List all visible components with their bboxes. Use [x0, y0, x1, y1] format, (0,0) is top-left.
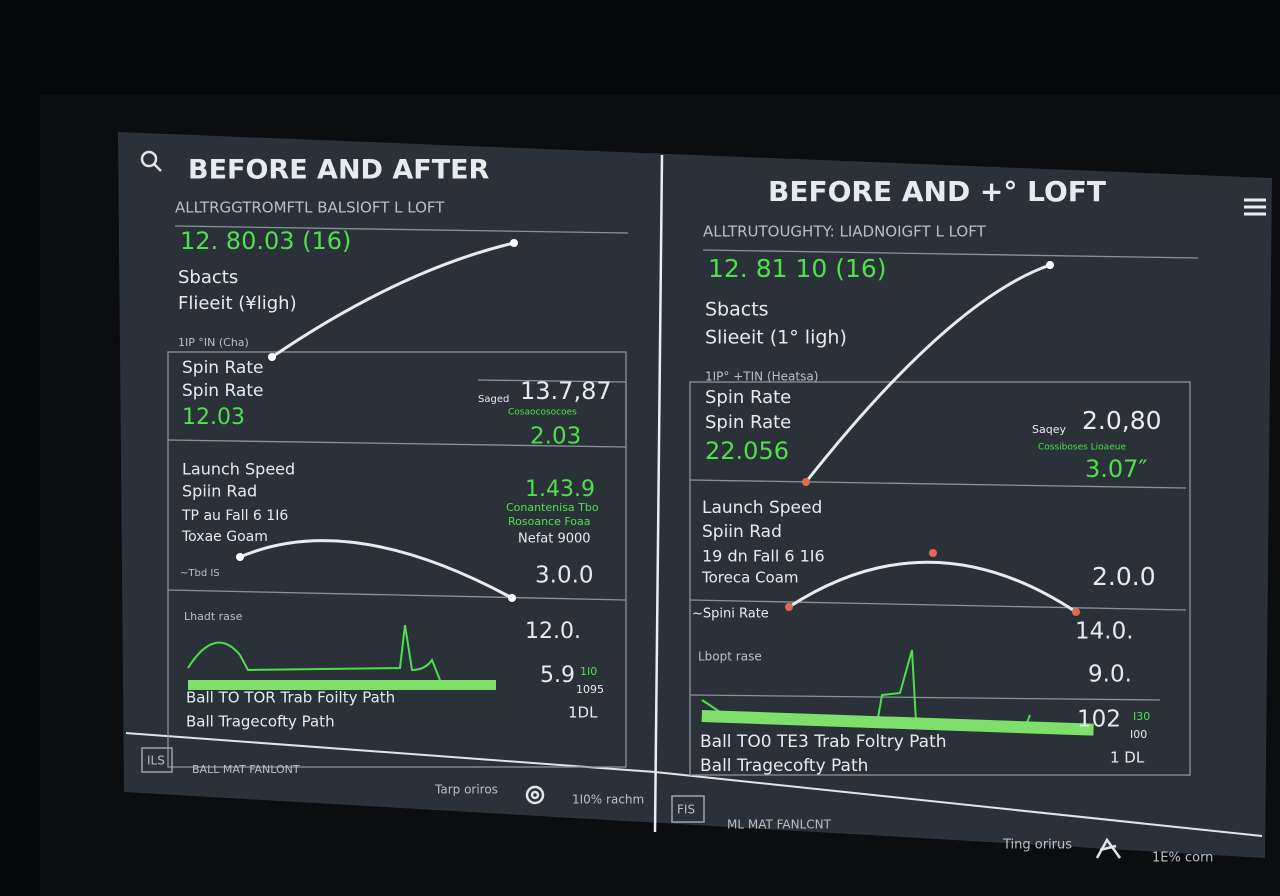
- menu-icon[interactable]: [1244, 198, 1266, 216]
- screen-text: Lhadt rase: [184, 610, 243, 623]
- screen-text: ALLTRGGTROMFTL BALSIOFT L LOFT: [175, 199, 445, 217]
- screen-text: 1 DL: [1110, 749, 1145, 767]
- screen-text: Conantenisa Tbo: [506, 501, 599, 514]
- curve-point: [1072, 608, 1080, 616]
- screen: [118, 132, 1272, 858]
- curve-point: [802, 478, 810, 486]
- screen-text: 102: [1077, 707, 1121, 733]
- curve-point: [785, 603, 793, 611]
- curve: [239, 539, 513, 600]
- screen-text: 1IP° +TIN (Heatsa): [705, 370, 818, 384]
- curve-point: [1046, 261, 1054, 269]
- screen-text: Ball TO0 TE3 Trab Foltry Path: [700, 732, 947, 752]
- screen-text: 12.03: [182, 405, 245, 430]
- share-icon[interactable]: [1095, 837, 1122, 859]
- screen-text: TP au Fall 6 1I6: [181, 508, 288, 524]
- screen-text: I00: [1130, 728, 1147, 741]
- screen-text: Toxae Goam: [181, 529, 268, 545]
- screen-text: 1I0: [580, 665, 597, 678]
- screen-text: 2.0.0: [1092, 562, 1156, 591]
- curve: [804, 263, 1051, 483]
- search-icon[interactable]: [140, 150, 162, 172]
- screen-text: 12. 80.03 (16): [180, 227, 351, 255]
- progress-bar: [701, 710, 1094, 736]
- screen-text: Spin Rate: [705, 387, 791, 408]
- screen-text: I30: [1133, 710, 1150, 723]
- screen-text: 1IP °IN (Cha): [178, 336, 249, 349]
- screen-text: Rosoance Foaa: [508, 515, 591, 528]
- screen-text: 9.0.: [1088, 662, 1132, 688]
- screen-text: BEFORE AND AFTER: [188, 155, 490, 186]
- screen-text: 2.0,80: [1082, 406, 1162, 435]
- curve-point: [268, 353, 276, 361]
- screen-text: Flieeit (¥ligh): [178, 293, 297, 314]
- screen-text: Slieeit (1° ligh): [705, 327, 847, 349]
- screen-text: 3.0.0: [535, 563, 594, 589]
- screen-text: Saqey: [1032, 423, 1066, 436]
- right-frames: [689, 249, 1199, 776]
- spark-line: [187, 624, 441, 681]
- curve: [271, 241, 515, 359]
- screen-text: Ball Tragecofty Path: [186, 713, 335, 731]
- screen-text: ML MAT FANLCNT: [727, 818, 832, 832]
- screen-text: Toreca Coam: [701, 569, 799, 587]
- curve-point: [508, 594, 516, 602]
- screen-text: Saged: [478, 394, 509, 405]
- curve: [788, 560, 1077, 614]
- footer-line: [125, 732, 1263, 837]
- screen-text: ~Tbd IS: [180, 568, 220, 579]
- screen-text: Ting orirus: [1002, 838, 1072, 853]
- screen-text: Spin Rate: [705, 412, 791, 433]
- screen-text: Ball Tragecofty Path: [700, 756, 868, 776]
- screen-text: 19 dn Fall 6 1I6: [702, 547, 825, 566]
- screen-text: 5.9: [540, 663, 575, 688]
- panel-divider: [653, 154, 664, 833]
- screen-text: ~Spini Rate: [692, 607, 769, 622]
- screen-text: 2.03: [530, 424, 581, 450]
- screen-text: 3.07″: [1085, 455, 1147, 483]
- screen-text: 14.0.: [1075, 619, 1134, 645]
- screen-text: 12. 81 10 (16): [708, 254, 887, 283]
- screen-text: 13.7,87: [520, 377, 612, 405]
- screen-text: Spin Rate: [182, 381, 263, 401]
- curve-point: [236, 553, 244, 561]
- screen-text: Spin Rate: [182, 358, 263, 378]
- progress-bar: [188, 680, 496, 690]
- screen-text: Cossiboses Lioaeue: [1038, 443, 1126, 453]
- screen-text: 1I0% rachm: [572, 793, 644, 807]
- screen-text: Cosaocosocoes: [508, 408, 577, 418]
- screen-text: Sbacts: [705, 299, 769, 321]
- footer-button[interactable]: [671, 795, 705, 823]
- screen-text: BEFORE AND +° LOFT: [768, 175, 1106, 208]
- screen-text: 22.056: [705, 437, 789, 465]
- curve-point: [510, 239, 518, 247]
- settings-icon[interactable]: [525, 785, 545, 805]
- screen-text: ALLTRUTOUGHTY: LIADNOIGFT L LOFT: [703, 223, 987, 241]
- screen-text: Spiin Rad: [702, 522, 782, 542]
- screen-text: 1095: [576, 683, 604, 696]
- left-frames: [167, 225, 629, 768]
- curve-point: [929, 549, 937, 557]
- screen-text: Launch Speed: [182, 460, 295, 479]
- screen-text: Ball TO TOR Trab Foilty Path: [186, 689, 395, 707]
- screen-text: Lbopt rase: [698, 650, 762, 664]
- screen-text: 1.43.9: [525, 477, 595, 502]
- screen-text: FIS: [677, 803, 695, 817]
- screen-text: Nefat 9000: [518, 532, 591, 547]
- screen-text: 1DL: [568, 704, 598, 722]
- screen-text: Tarp oriros: [434, 783, 498, 797]
- screen-text: 12.0.: [525, 619, 581, 644]
- screen-text: Spiin Rad: [182, 482, 257, 501]
- screen-text: 1E% corn: [1152, 851, 1213, 866]
- footer-button[interactable]: [141, 747, 173, 773]
- screen-text: Sbacts: [178, 267, 238, 288]
- screen-text: BALL MAT FANLONT: [192, 763, 300, 776]
- screen-text: Launch Speed: [702, 498, 822, 518]
- screen-text: ILS: [147, 754, 165, 768]
